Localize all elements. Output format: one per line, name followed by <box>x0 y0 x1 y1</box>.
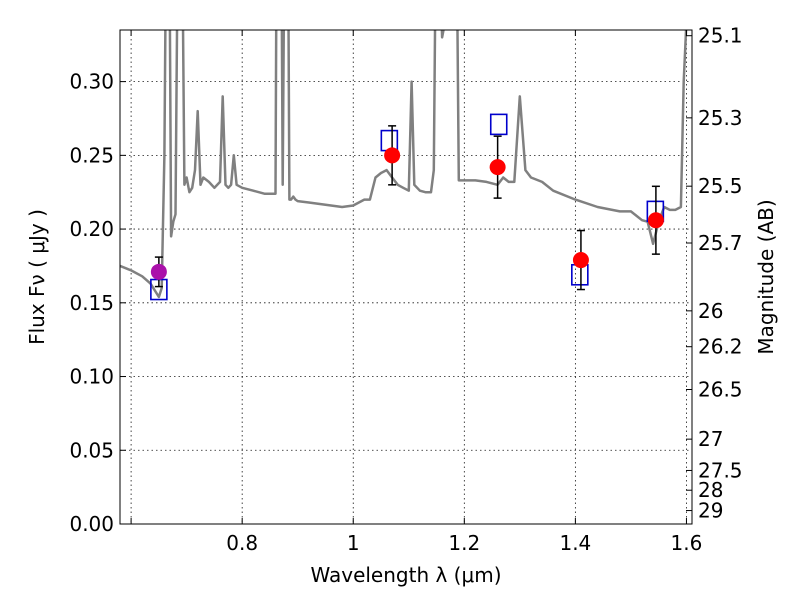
observed-circle-marker <box>647 212 664 229</box>
model-square-marker <box>489 113 508 136</box>
y2-tick-label: 26.2 <box>698 335 743 359</box>
y2-tick-label: 27 <box>698 427 723 451</box>
y-tick-label: 0.05 <box>69 438 114 462</box>
observed-point <box>150 256 167 288</box>
y2-tick-label: 26 <box>698 299 723 323</box>
y2-tick-label: 26.5 <box>698 378 743 402</box>
y2-tick-label: 25.5 <box>698 174 743 198</box>
observed-circle-marker <box>384 147 401 164</box>
y-axis-label: Flux Fν ( μJy ) <box>25 209 49 345</box>
x-tick-label: 1.2 <box>448 531 480 555</box>
grid-lines <box>120 30 692 525</box>
y2-tick-label: 27.5 <box>698 458 743 482</box>
observed-circle-marker <box>489 159 506 176</box>
x-tick-label: 1.6 <box>671 531 703 555</box>
y-tick-label: 0.25 <box>69 143 114 167</box>
axis-ticks: 0.8 1 1.2 1.4 1.6 0.00 0.05 0.10 0.15 0.20 0.25 0.3… <box>69 24 742 555</box>
x-axis-label: Wavelength λ (μm) <box>310 563 501 587</box>
observed-point <box>384 125 401 186</box>
y2-tick-label: 28 <box>698 478 723 502</box>
y2-tick-label: 25.3 <box>698 106 743 130</box>
y2-tick-label: 25.1 <box>698 24 743 48</box>
y-tick-label: 0.15 <box>69 291 114 315</box>
y-tick-label: 0.30 <box>69 70 114 94</box>
spectrum-line <box>120 30 688 299</box>
photometry-points <box>150 113 665 301</box>
observed-circle-marker <box>572 252 589 269</box>
observed-circle-marker <box>150 263 167 280</box>
observed-point <box>572 229 589 291</box>
y2-tick-label: 29 <box>698 499 723 523</box>
y-tick-label: 0.10 <box>69 365 114 389</box>
spectrum-series <box>120 30 688 299</box>
observed-point <box>489 135 506 199</box>
y-tick-label: 0.00 <box>69 512 114 536</box>
observed-point <box>647 185 664 255</box>
y-tick-label: 0.20 <box>69 217 114 241</box>
model-square-marker <box>380 129 399 152</box>
y2-tick-label: 25.7 <box>698 231 743 255</box>
y2-axis-label: Magnitude (AB) <box>754 199 778 354</box>
plot-frame <box>119 29 693 525</box>
x-tick-label: 0.8 <box>226 531 258 555</box>
x-tick-label: 1.4 <box>559 531 591 555</box>
x-tick-label: 1 <box>347 531 360 555</box>
